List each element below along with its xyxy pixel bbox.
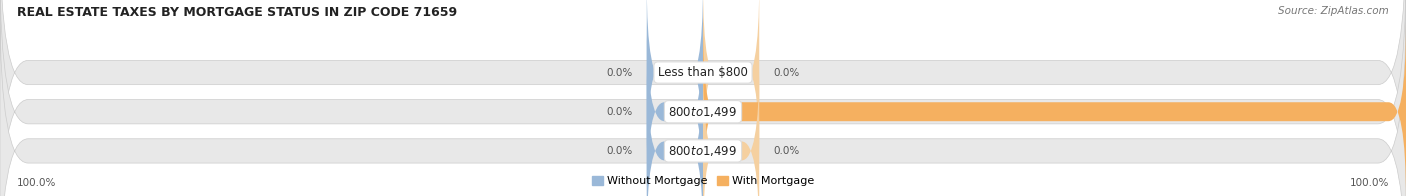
- FancyBboxPatch shape: [647, 0, 703, 161]
- Text: Less than $800: Less than $800: [658, 66, 748, 79]
- Text: 0.0%: 0.0%: [606, 107, 633, 117]
- FancyBboxPatch shape: [647, 23, 703, 196]
- Text: 0.0%: 0.0%: [773, 146, 800, 156]
- Text: $800 to $1,499: $800 to $1,499: [668, 144, 738, 158]
- FancyBboxPatch shape: [647, 62, 703, 196]
- Text: 0.0%: 0.0%: [606, 146, 633, 156]
- Text: Source: ZipAtlas.com: Source: ZipAtlas.com: [1278, 6, 1389, 16]
- FancyBboxPatch shape: [703, 62, 759, 196]
- Text: 100.0%: 100.0%: [17, 178, 56, 188]
- Legend: Without Mortgage, With Mortgage: Without Mortgage, With Mortgage: [588, 171, 818, 191]
- Text: $800 to $1,499: $800 to $1,499: [668, 105, 738, 119]
- FancyBboxPatch shape: [0, 6, 1406, 196]
- FancyBboxPatch shape: [703, 23, 1406, 196]
- Text: 0.0%: 0.0%: [606, 67, 633, 78]
- Text: 0.0%: 0.0%: [773, 67, 800, 78]
- FancyBboxPatch shape: [703, 0, 759, 161]
- Text: 100.0%: 100.0%: [1350, 178, 1389, 188]
- Text: REAL ESTATE TAXES BY MORTGAGE STATUS IN ZIP CODE 71659: REAL ESTATE TAXES BY MORTGAGE STATUS IN …: [17, 6, 457, 19]
